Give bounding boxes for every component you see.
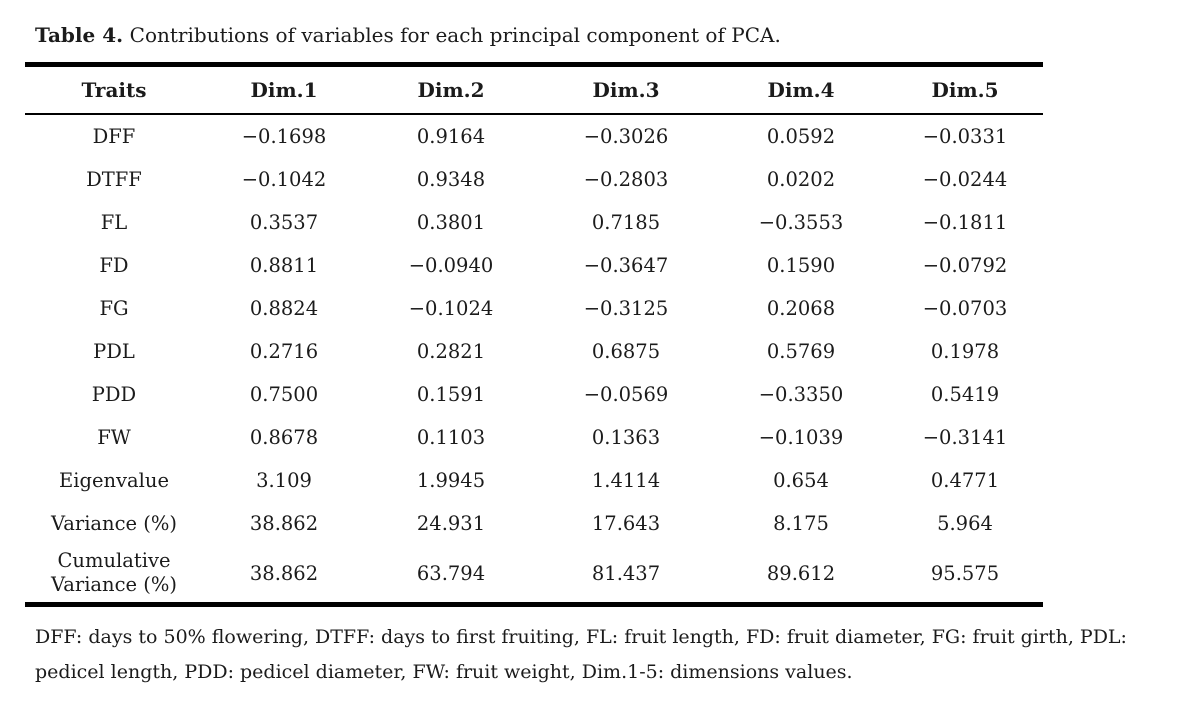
value-cell: −0.1698 [241, 125, 327, 148]
table-caption-text: Contributions of variables for each prin… [129, 23, 781, 47]
value-cell: 0.8811 [249, 254, 319, 277]
value-cell: 0.1978 [930, 340, 1000, 363]
table-row-fg: FG 0.8824 −0.1024 −0.3125 0.2068 −0.0703 [25, 287, 1043, 330]
trait-label: Eigenvalue [58, 469, 170, 492]
trait-label: PDL [93, 340, 135, 363]
value-cell: −0.1024 [408, 297, 494, 320]
value-cell: −0.3647 [583, 254, 669, 277]
table-row-dtff: DTFF −0.1042 0.9348 −0.2803 0.0202 −0.0244 [25, 158, 1043, 201]
value-cell: 0.1363 [591, 426, 661, 449]
trait-label: Cumulative Variance (%) [50, 549, 178, 597]
table-row-cumulative-variance: Cumulative Variance (%) 38.862 63.794 81.43… [25, 545, 1043, 604]
value-cell: −0.0569 [583, 383, 669, 406]
value-cell: −0.3553 [758, 211, 844, 234]
value-cell: 1.4114 [591, 469, 661, 492]
pca-contributions-table: Traits Dim.1 Dim.2 Dim.3 Dim.4 Dim.5 DFF −0.16… [25, 62, 1043, 607]
value-cell: 0.9348 [416, 168, 486, 191]
value-cell: 0.6875 [591, 340, 661, 363]
value-cell: 0.0592 [766, 125, 836, 148]
value-cell: 0.5419 [930, 383, 1000, 406]
trait-label: DTFF [86, 168, 142, 191]
trait-label: FW [97, 426, 131, 449]
value-cell: 0.654 [773, 469, 829, 492]
value-cell: 0.9164 [416, 125, 486, 148]
value-cell: −0.0244 [922, 168, 1008, 191]
value-cell: 0.2068 [766, 297, 836, 320]
value-cell: −0.0331 [922, 125, 1008, 148]
value-cell: 63.794 [416, 561, 486, 585]
value-cell: −0.3026 [583, 125, 669, 148]
table-caption-label: Table 4. [35, 23, 124, 47]
table-row-fl: FL 0.3537 0.3801 0.7185 −0.3553 −0.1811 [25, 201, 1043, 244]
column-header-dim-3: Dim.3 [537, 64, 715, 115]
value-cell: −0.0792 [922, 254, 1008, 277]
table-row-eigenvalue: Eigenvalue 3.109 1.9945 1.4114 0.654 0.4771 [25, 459, 1043, 502]
value-cell: 0.1591 [416, 383, 486, 406]
value-cell: −0.1042 [241, 168, 327, 191]
trait-label: FD [99, 254, 129, 277]
value-cell: 0.1590 [766, 254, 836, 277]
table-row-pdd: PDD 0.7500 0.1591 −0.0569 −0.3350 0.5419 [25, 373, 1043, 416]
value-cell: −0.3141 [922, 426, 1008, 449]
value-cell: 38.862 [249, 561, 319, 585]
value-cell: 0.8678 [249, 426, 319, 449]
value-cell: 0.3801 [416, 211, 486, 234]
trait-label: FL [100, 211, 128, 234]
value-cell: −0.1039 [758, 426, 844, 449]
value-cell: 81.437 [591, 561, 661, 585]
value-cell: 89.612 [766, 561, 836, 585]
value-cell: 0.5769 [766, 340, 836, 363]
value-cell: −0.3125 [583, 297, 669, 320]
value-cell: −0.0940 [408, 254, 494, 277]
value-cell: −0.1811 [922, 211, 1008, 234]
value-cell: 0.8824 [249, 297, 319, 320]
table-caption: Table 4. Contributions of variables for e… [35, 22, 1186, 48]
value-cell: 24.931 [416, 512, 486, 535]
table-header-row: Traits Dim.1 Dim.2 Dim.3 Dim.4 Dim.5 [25, 64, 1043, 115]
column-header-dim-5: Dim.5 [887, 64, 1043, 115]
value-cell: −0.2803 [583, 168, 669, 191]
value-cell: 3.109 [256, 469, 312, 492]
table-row-fw: FW 0.8678 0.1103 0.1363 −0.1039 −0.3141 [25, 416, 1043, 459]
value-cell: 0.2821 [416, 340, 486, 363]
value-cell: 0.4771 [930, 469, 1000, 492]
value-cell: 0.7185 [591, 211, 661, 234]
column-header-dim-2: Dim.2 [365, 64, 537, 115]
value-cell: 0.0202 [766, 168, 836, 191]
value-cell: 5.964 [937, 512, 993, 535]
trait-label: FG [99, 297, 129, 320]
value-cell: −0.3350 [758, 383, 844, 406]
column-header-dim-1: Dim.1 [203, 64, 365, 115]
value-cell: 0.7500 [249, 383, 319, 406]
trait-label: Variance (%) [50, 512, 178, 535]
trait-label: PDD [91, 383, 137, 406]
value-cell: 0.2716 [249, 340, 319, 363]
value-cell: 38.862 [249, 512, 319, 535]
value-cell: 8.175 [773, 512, 829, 535]
value-cell: 1.9945 [416, 469, 486, 492]
column-header-traits: Traits [25, 64, 203, 115]
column-header-dim-4: Dim.4 [715, 64, 887, 115]
table-row-variance: Variance (%) 38.862 24.931 17.643 8.175 5.964 [25, 502, 1043, 545]
value-cell: 0.1103 [416, 426, 486, 449]
table-row-pdl: PDL 0.2716 0.2821 0.6875 0.5769 0.1978 [25, 330, 1043, 373]
table-row-fd: FD 0.8811 −0.0940 −0.3647 0.1590 −0.0792 [25, 244, 1043, 287]
table-row-dff: DFF −0.1698 0.9164 −0.3026 0.0592 −0.0331 [25, 114, 1043, 158]
value-cell: 0.3537 [249, 211, 319, 234]
trait-label: DFF [92, 125, 136, 148]
table-footnote: DFF: days to 50% flowering, DTFF: days t… [35, 625, 1127, 683]
value-cell: 95.575 [930, 561, 1000, 585]
value-cell: 17.643 [591, 512, 661, 535]
value-cell: −0.0703 [922, 297, 1008, 320]
